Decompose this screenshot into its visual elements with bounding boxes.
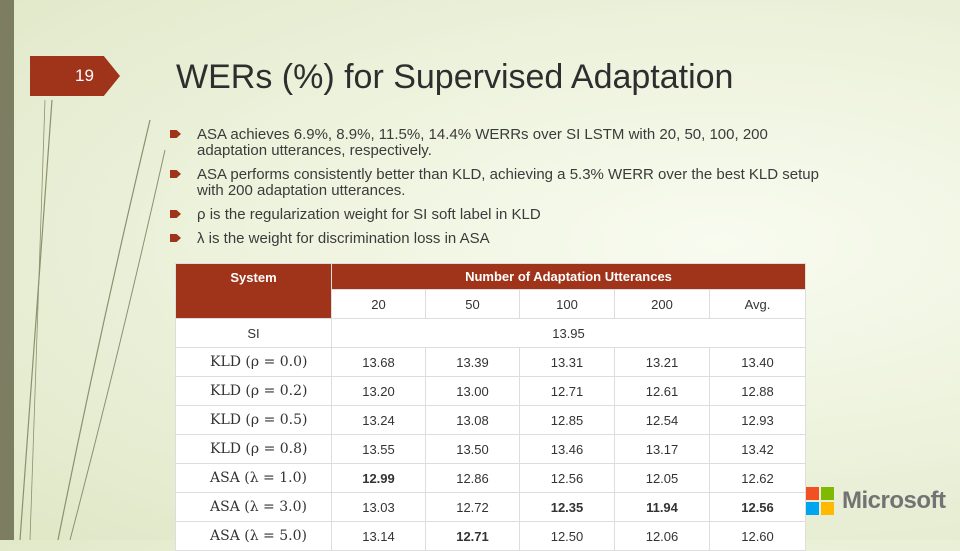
value-cell: 12.06 — [614, 521, 710, 551]
value-cell: 13.31 — [519, 347, 615, 377]
value-cell: 13.00 — [425, 376, 520, 406]
system-cell: ASA (λ = 1.0) — [175, 463, 332, 493]
table-row: ASA (λ = 5.0) 13.14 12.71 12.50 12.06 12.60 — [175, 521, 807, 551]
table-header-row: System Number of Adaptation Utterances — [175, 263, 807, 319]
value-cell: 12.86 — [425, 463, 520, 493]
group-header: Number of Adaptation Utterances — [330, 263, 807, 290]
column-header: 20 — [331, 289, 426, 319]
value-cell: 12.61 — [614, 376, 710, 406]
value-cell: 13.24 — [331, 405, 426, 435]
logo-text: Microsoft — [842, 487, 946, 514]
value-cell: 12.60 — [708, 521, 807, 551]
value-cell: 13.14 — [331, 521, 426, 551]
bullet-list: ASA achieves 6.9%, 8.9%, 11.5%, 14.4% WE… — [170, 127, 820, 255]
value-cell: 12.54 — [614, 405, 710, 435]
column-header: 100 — [519, 289, 615, 319]
microsoft-logo: Microsoft — [806, 487, 946, 515]
value-cell: 13.68 — [331, 347, 426, 377]
value-cell: 13.46 — [519, 434, 615, 464]
value-cell: 12.71 — [425, 521, 520, 551]
value-cell: 12.88 — [708, 376, 807, 406]
table-row: ASA (λ = 3.0) 13.03 12.72 12.35 11.94 12.56 — [175, 492, 807, 522]
value-cell: 13.21 — [614, 347, 710, 377]
value-cell: 12.62 — [708, 463, 807, 493]
system-cell: KLD (ρ = 0.5) — [175, 405, 332, 435]
value-cell: 13.08 — [425, 405, 520, 435]
value-cell: 13.42 — [708, 434, 807, 464]
value-cell: 13.55 — [331, 434, 426, 464]
value-cell: 12.35 — [519, 492, 615, 522]
value-cell: 13.50 — [425, 434, 520, 464]
value-cell: 12.85 — [519, 405, 615, 435]
value-cell: 12.71 — [519, 376, 615, 406]
bullet-text: ρ is the regularization weight for SI so… — [197, 206, 541, 223]
value-cell: 13.39 — [425, 347, 520, 377]
value-cell: 12.72 — [425, 492, 520, 522]
slide-number: 19 — [30, 56, 120, 96]
wer-table: System Number of Adaptation Utterances 2… — [175, 263, 807, 551]
value-cell: 13.17 — [614, 434, 710, 464]
value-cell: 12.56 — [708, 492, 807, 522]
bullet-item: ρ is the regularization weight for SI so… — [170, 207, 820, 223]
bullet-arrow-icon — [170, 234, 181, 242]
table-row: ASA (λ = 1.0) 12.99 12.86 12.56 12.05 12.62 — [175, 463, 807, 493]
bullet-arrow-icon — [170, 130, 181, 138]
bullet-text: λ is the weight for discrimination loss … — [197, 230, 490, 247]
system-cell: ASA (λ = 5.0) — [175, 521, 332, 551]
decorative-lines — [19, 99, 166, 540]
value-cell: 13.20 — [331, 376, 426, 406]
logo-square — [821, 502, 834, 515]
column-header-row: 20 50 100 200 Avg. — [176, 289, 807, 319]
system-cell: KLD (ρ = 0.0) — [175, 347, 332, 377]
value-cell: 12.05 — [614, 463, 710, 493]
bullet-arrow-icon — [170, 170, 181, 178]
bullet-arrow-icon — [170, 210, 181, 218]
logo-square — [806, 502, 819, 515]
system-cell: ASA (λ = 3.0) — [175, 492, 332, 522]
value-cell: 13.95 — [330, 318, 807, 348]
bullet-text: ASA achieves 6.9%, 8.9%, 11.5%, 14.4% WE… — [197, 126, 768, 159]
bullet-text: ASA performs consistently better than KL… — [197, 166, 819, 199]
bullet-item: ASA achieves 6.9%, 8.9%, 11.5%, 14.4% WE… — [170, 127, 820, 159]
value-cell: 13.03 — [331, 492, 426, 522]
table-row: KLD (ρ = 0.8) 13.55 13.50 13.46 13.17 13.42 — [175, 434, 807, 464]
windows-logo-icon — [806, 487, 834, 515]
table-row: SI 13.95 — [175, 318, 807, 348]
system-cell: KLD (ρ = 0.2) — [175, 376, 332, 406]
value-cell: 12.56 — [519, 463, 615, 493]
slide-title: WERs (%) for Supervised Adaptation — [176, 58, 734, 96]
column-header: Avg. — [708, 289, 807, 319]
value-cell: 12.93 — [708, 405, 807, 435]
value-cell: 12.99 — [331, 463, 426, 493]
value-cell: 12.50 — [519, 521, 615, 551]
column-header: 50 — [425, 289, 520, 319]
bullet-item: ASA performs consistently better than KL… — [170, 167, 820, 199]
value-cell: 11.94 — [614, 492, 710, 522]
logo-square — [821, 487, 834, 500]
table-row: KLD (ρ = 0.0) 13.68 13.39 13.31 13.21 13.40 — [175, 347, 807, 377]
system-cell: KLD (ρ = 0.8) — [175, 434, 332, 464]
value-cell: 13.40 — [708, 347, 807, 377]
left-bar — [0, 0, 14, 540]
table-row: KLD (ρ = 0.2) 13.20 13.00 12.71 12.61 12.88 — [175, 376, 807, 406]
system-cell: SI — [175, 318, 332, 348]
bullet-item: λ is the weight for discrimination loss … — [170, 231, 820, 247]
table-row: KLD (ρ = 0.5) 13.24 13.08 12.85 12.54 12.93 — [175, 405, 807, 435]
system-header: System — [175, 263, 332, 319]
logo-square — [806, 487, 819, 500]
column-header: 200 — [614, 289, 710, 319]
